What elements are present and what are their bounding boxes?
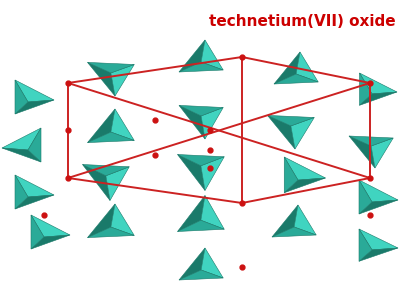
Polygon shape bbox=[31, 235, 70, 249]
Polygon shape bbox=[178, 154, 205, 190]
Polygon shape bbox=[359, 248, 398, 261]
Polygon shape bbox=[268, 116, 314, 126]
Polygon shape bbox=[15, 175, 28, 209]
Polygon shape bbox=[88, 62, 134, 73]
Polygon shape bbox=[284, 157, 326, 180]
Polygon shape bbox=[15, 80, 54, 102]
Polygon shape bbox=[179, 270, 223, 280]
Polygon shape bbox=[179, 40, 205, 72]
Polygon shape bbox=[294, 205, 316, 235]
Polygon shape bbox=[111, 204, 134, 236]
Polygon shape bbox=[15, 100, 54, 114]
Polygon shape bbox=[178, 220, 224, 232]
Polygon shape bbox=[106, 167, 129, 200]
Polygon shape bbox=[201, 196, 224, 229]
Polygon shape bbox=[201, 248, 223, 278]
Polygon shape bbox=[359, 180, 398, 202]
Polygon shape bbox=[359, 229, 372, 261]
Polygon shape bbox=[178, 154, 224, 166]
Polygon shape bbox=[284, 157, 298, 193]
Polygon shape bbox=[88, 109, 115, 142]
Polygon shape bbox=[360, 73, 397, 94]
Polygon shape bbox=[360, 73, 372, 105]
Text: technetium(VII) oxide: technetium(VII) oxide bbox=[209, 14, 396, 29]
Polygon shape bbox=[15, 175, 54, 197]
Polygon shape bbox=[274, 74, 318, 84]
Polygon shape bbox=[31, 215, 70, 237]
Polygon shape bbox=[296, 52, 318, 82]
Polygon shape bbox=[201, 107, 223, 139]
Polygon shape bbox=[111, 64, 134, 96]
Polygon shape bbox=[371, 138, 393, 168]
Polygon shape bbox=[359, 229, 398, 250]
Polygon shape bbox=[88, 132, 134, 142]
Polygon shape bbox=[179, 105, 205, 139]
Polygon shape bbox=[82, 164, 110, 200]
Polygon shape bbox=[88, 227, 134, 238]
Polygon shape bbox=[360, 92, 397, 105]
Polygon shape bbox=[284, 178, 326, 193]
Polygon shape bbox=[272, 227, 316, 237]
Polygon shape bbox=[178, 196, 205, 232]
Polygon shape bbox=[201, 157, 224, 190]
Polygon shape bbox=[15, 80, 28, 114]
Polygon shape bbox=[274, 52, 300, 84]
Polygon shape bbox=[31, 215, 44, 249]
Polygon shape bbox=[349, 136, 375, 168]
Polygon shape bbox=[268, 116, 295, 149]
Polygon shape bbox=[291, 118, 314, 149]
Polygon shape bbox=[179, 248, 205, 280]
Polygon shape bbox=[2, 128, 41, 150]
Polygon shape bbox=[359, 200, 398, 214]
Polygon shape bbox=[28, 128, 41, 162]
Polygon shape bbox=[88, 204, 115, 238]
Polygon shape bbox=[201, 40, 223, 70]
Polygon shape bbox=[88, 62, 115, 96]
Polygon shape bbox=[2, 148, 41, 162]
Polygon shape bbox=[359, 180, 372, 214]
Polygon shape bbox=[349, 136, 393, 146]
Polygon shape bbox=[179, 62, 223, 72]
Polygon shape bbox=[272, 205, 298, 237]
Polygon shape bbox=[111, 109, 134, 140]
Polygon shape bbox=[82, 164, 129, 176]
Polygon shape bbox=[179, 105, 223, 116]
Polygon shape bbox=[15, 195, 54, 209]
